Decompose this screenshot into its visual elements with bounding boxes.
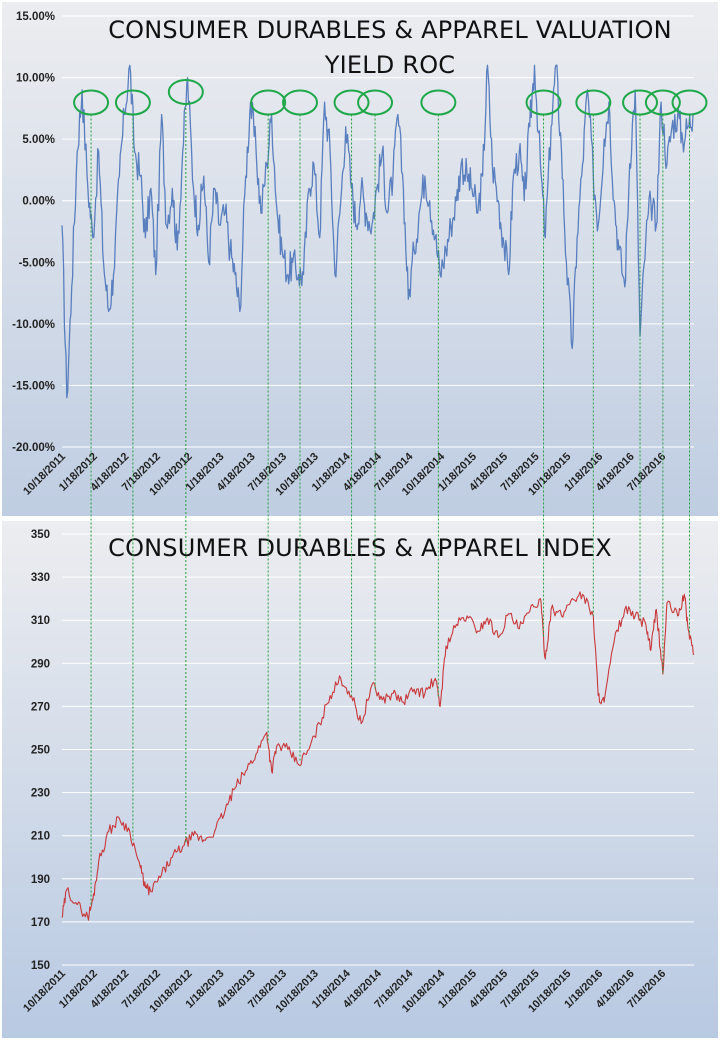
index-y-tick-label: 250 [31,745,50,757]
yield-chart-title: CONSUMER DURABLES & APPAREL VALUATION [108,16,672,44]
index-chart-title: CONSUMER DURABLES & APPAREL INDEX [108,534,612,562]
index-y-tick-label: 270 [31,701,50,713]
yield-y-tick-label: -10.00% [12,319,55,331]
yield-chart-background [2,2,718,516]
yield-gridlines [62,15,694,448]
index-y-tick-label: 170 [31,917,50,929]
index-y-tick-label: 330 [31,572,50,584]
yield-y-axis: 15.00% 10.00% 5.00% 0.00% -5.00% -10.00% -15.0… [12,11,55,454]
index-y-tick-label: 150 [31,960,50,972]
index-y-tick-label: 190 [31,874,50,886]
index-chart-background [2,521,718,1038]
yield-y-tick-label: -5.00% [19,257,55,269]
yield-y-tick-label: 15.00% [16,11,55,23]
yield-y-tick-label: -15.00% [12,380,55,392]
index-y-tick-label: 230 [31,788,50,800]
yield-chart-subtitle: YIELD ROC [324,51,456,79]
index-price-line [61,591,695,921]
yield-y-tick-label: 5.00% [22,134,55,146]
yield-y-tick-label: 0.00% [22,196,55,208]
index-gridlines [62,533,694,966]
index-y-tick-label: 290 [31,658,50,670]
index-y-tick-label: 210 [31,831,50,843]
peak-connector-lines [90,103,691,907]
yield-roc-chart: 15.00% 10.00% 5.00% 0.00% -5.00% -10.00% -15.0… [2,2,718,516]
yield-roc-line [61,64,694,399]
index-y-axis: 350 330 310 290 270 250 230 210 190 170 150 [31,529,50,972]
index-y-tick-label: 350 [31,529,50,541]
index-y-tick-label: 310 [31,615,50,627]
yield-y-tick-label: -20.00% [12,442,55,454]
yield-y-tick-label: 10.00% [16,73,55,85]
